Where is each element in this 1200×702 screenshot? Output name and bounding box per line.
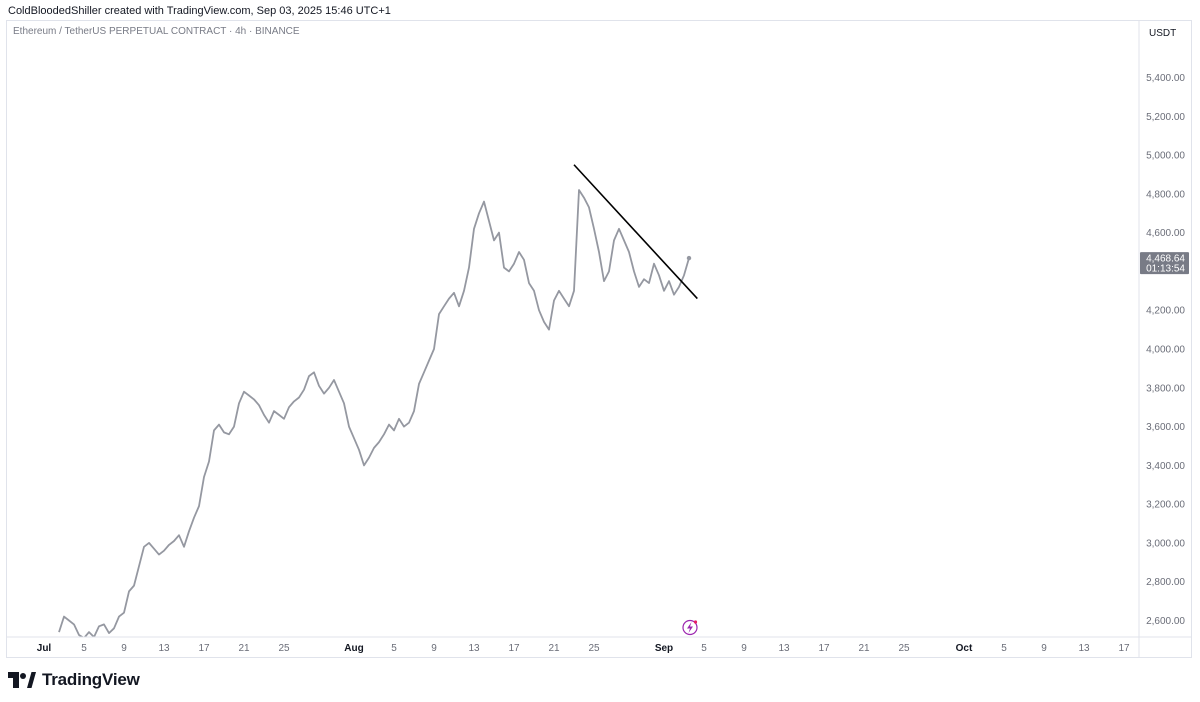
last-price-dot	[686, 255, 692, 261]
day-tick-label: 9	[741, 643, 747, 654]
day-tick-label: 5	[1001, 643, 1007, 654]
price-tick-label: 2,600.00	[1146, 616, 1185, 627]
day-tick-label: 25	[278, 643, 290, 654]
lightning-icon[interactable]	[682, 619, 698, 636]
day-tick-label: 5	[701, 643, 707, 654]
day-tick-label: 17	[818, 643, 830, 654]
time-axis[interactable]: Jul 5 9 13 17 21 25 Aug 5 9 13 17 21 25 Sep 5 9 13 17 21 25 O…	[6, 636, 1192, 654]
price-axis[interactable]: USDT 2,600.00 2,800.00 3,000.00 3,200.00 3,40…	[1138, 20, 1189, 658]
chart-frame	[6, 20, 1192, 658]
price-tick-label: 5,200.00	[1146, 112, 1185, 123]
price-tick-label: 3,400.00	[1146, 461, 1185, 472]
day-tick-label: 17	[198, 643, 210, 654]
tradingview-logo-icon	[8, 672, 36, 688]
attribution-text: ColdBloodedShiller created with TradingV…	[8, 5, 391, 17]
price-tick-label: 4,200.00	[1146, 306, 1185, 317]
last-price-value: 4,468.64	[1146, 254, 1185, 265]
tradingview-logo-text: TradingView	[42, 670, 140, 689]
price-tick-label: 3,800.00	[1146, 383, 1185, 394]
month-tick-label: Jul	[37, 643, 52, 654]
series-layer	[58, 164, 698, 638]
day-tick-label: 25	[588, 643, 600, 654]
month-tick-label: Aug	[344, 643, 363, 654]
tradingview-logo[interactable]: TradingView	[8, 668, 140, 692]
day-tick-label: 9	[121, 643, 127, 654]
day-tick-label: 5	[81, 643, 87, 654]
day-tick-label: 9	[431, 643, 437, 654]
attribution-bar: ColdBloodedShiller created with TradingV…	[0, 0, 1200, 22]
day-tick-label: 17	[1118, 643, 1130, 654]
price-tick-label: 4,800.00	[1146, 189, 1185, 200]
symbol-title: Ethereum / TetherUS PERPETUAL CONTRACT ·…	[13, 26, 300, 37]
day-tick-label: 21	[858, 643, 870, 654]
day-tick-label: 13	[468, 643, 480, 654]
day-tick-label: 25	[898, 643, 910, 654]
price-tick-label: 5,000.00	[1146, 151, 1185, 162]
day-tick-label: 13	[778, 643, 790, 654]
day-tick-label: 21	[238, 643, 250, 654]
day-tick-label: 21	[548, 643, 560, 654]
day-tick-label: 17	[508, 643, 520, 654]
price-tick-label: 3,000.00	[1146, 538, 1185, 549]
descending-trendline[interactable]	[573, 164, 698, 300]
day-tick-label: 5	[391, 643, 397, 654]
price-tick-label: 4,600.00	[1146, 228, 1185, 239]
month-tick-label: Oct	[956, 643, 973, 654]
month-tick-label: Sep	[655, 643, 673, 654]
day-tick-label: 13	[158, 643, 170, 654]
countdown-value: 01:13:54	[1146, 264, 1185, 275]
price-tick-label: 5,400.00	[1146, 73, 1185, 84]
currency-label: USDT	[1149, 28, 1176, 39]
price-tick-label: 3,200.00	[1146, 500, 1185, 511]
price-tick-label: 2,800.00	[1146, 577, 1185, 588]
day-tick-label: 13	[1078, 643, 1090, 654]
price-tick-label: 3,600.00	[1146, 422, 1185, 433]
day-tick-label: 9	[1041, 643, 1047, 654]
price-series-line[interactable]	[58, 189, 690, 638]
price-tick-label: 4,000.00	[1146, 345, 1185, 356]
